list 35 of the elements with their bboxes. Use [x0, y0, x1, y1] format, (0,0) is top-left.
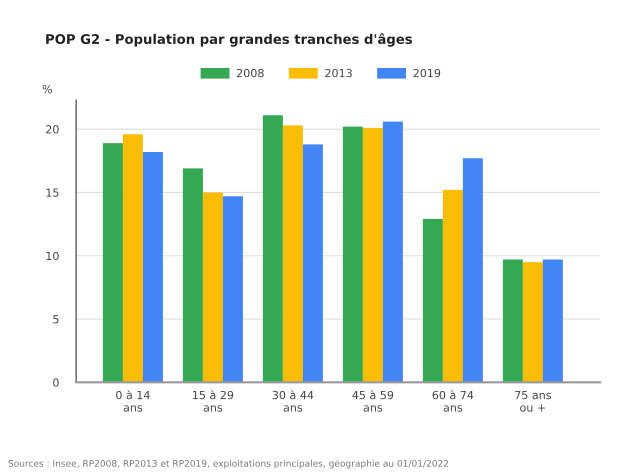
y-tick-label: 5: [53, 315, 58, 324]
bar: [462, 158, 483, 382]
legend-label: 2013: [325, 68, 352, 78]
bar: [502, 260, 523, 382]
bar: [122, 134, 143, 382]
x-tick-label: 15 à 29 ans: [193, 390, 234, 412]
x-tick-label: 30 à 44 ans: [272, 390, 314, 412]
bar: [282, 125, 303, 382]
bar: [442, 190, 463, 382]
y-axis-title: %: [42, 85, 52, 94]
y-tick-label: 10: [46, 252, 59, 260]
x-tick-label: 0 à 14 ans: [116, 390, 150, 412]
bar: [102, 143, 123, 382]
bar: [362, 128, 383, 382]
bar: [182, 168, 203, 382]
y-tick-label: 20: [46, 125, 59, 134]
legend-label: 2008: [236, 68, 264, 78]
bar: [262, 115, 283, 382]
bar: [342, 126, 363, 382]
y-tick-label: 15: [46, 188, 58, 197]
bar: [422, 219, 443, 382]
x-tick-label: 60 à 74 ans: [432, 390, 474, 412]
legend-label: 2019: [414, 68, 440, 78]
bar: [142, 152, 163, 382]
x-tick-label: 75 ans ou +: [515, 390, 551, 412]
bar: [382, 122, 403, 382]
bar: [202, 192, 223, 382]
bar: [522, 262, 543, 382]
bar: [222, 196, 243, 382]
bar: [302, 144, 323, 382]
y-tick-label: 0: [53, 378, 59, 387]
chart-title: POP G2 - Population par grandes tranches d'âges: [46, 33, 412, 47]
x-tick-label: 45 à 59 ans: [352, 390, 394, 412]
source-note: Sources : Insee, RP2008, RP2013 et RP2019, exploitations principales, géographie au 01/01/2022: [8, 459, 448, 469]
bar: [542, 260, 563, 382]
